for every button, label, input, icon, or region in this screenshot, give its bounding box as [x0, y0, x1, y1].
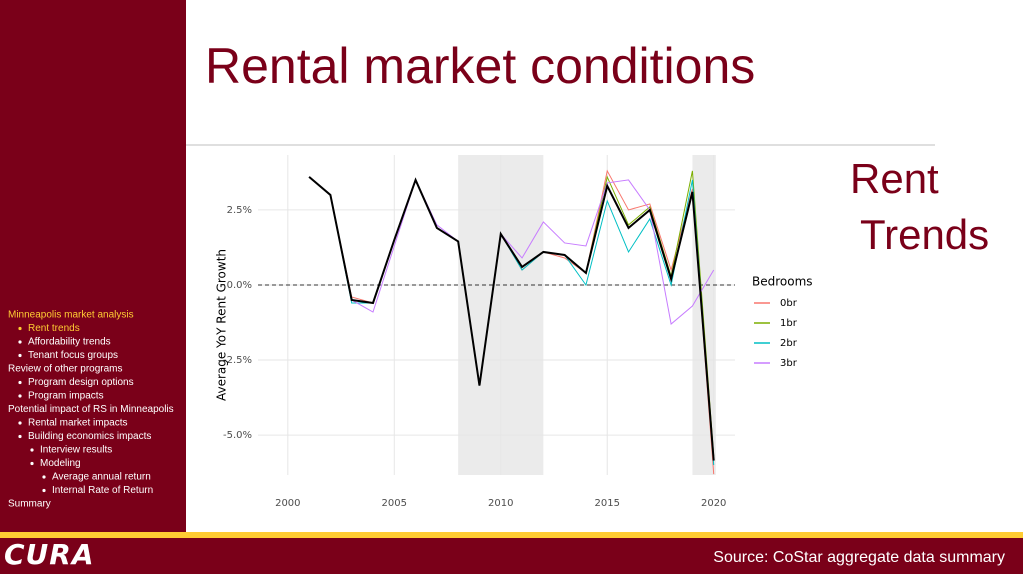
logo: CURA: [4, 538, 95, 571]
x-tick-label: 2005: [382, 498, 407, 509]
nav-item: Interview results: [40, 445, 112, 456]
nav-item: Program design options: [28, 377, 134, 388]
nav-item: Potential impact of RS in Minneapolis: [8, 404, 174, 415]
footer-stripe: [0, 532, 1023, 538]
nav-item: Rental market impacts: [28, 418, 127, 429]
source: Source: CoStar aggregate data summary: [713, 549, 1005, 566]
y-tick-label: -2.5%: [223, 355, 252, 366]
chart: -5.0% -2.5% 0.0% 2.5% 2000 2005 2010 2015 2020 Av…: [215, 155, 813, 509]
series-line: [308, 176, 715, 386]
y-axis-label: Average YoY Rent Growth: [215, 249, 229, 401]
footer: [0, 538, 1023, 574]
sidebar-nav: Minneapolis market analysis Rent trends Af…: [8, 310, 174, 510]
nav-item: Modeling: [40, 458, 81, 469]
nav-item: Average annual return: [52, 472, 151, 483]
x-tick-label: 2010: [488, 498, 513, 509]
x-tick-label: 2015: [595, 498, 620, 509]
nav-item: Summary: [8, 499, 51, 510]
y-tick-label: -5.0%: [223, 430, 252, 441]
legend-title: Bedrooms: [752, 275, 813, 289]
legend-label: 1br: [780, 318, 798, 329]
y-tick-label: 0.0%: [227, 280, 252, 291]
slide-subtitle: Rent Trends: [850, 155, 989, 258]
x-tick-label: 2020: [701, 498, 726, 509]
nav-item: Minneapolis market analysis: [8, 310, 134, 321]
slide-title: Rental market conditions: [205, 38, 755, 94]
nav-bullet: [18, 434, 22, 439]
x-tick-label: 2000: [275, 498, 300, 509]
nav-bullet: [18, 326, 22, 331]
nav-bullet: [42, 488, 46, 493]
nav-bullet: [18, 340, 22, 344]
nav-bullet: [18, 421, 22, 425]
nav-item: Internal Rate of Return: [52, 485, 153, 496]
nav-bullet: [30, 461, 34, 466]
nav-item: Building economics impacts: [28, 431, 151, 442]
y-tick-label: 2.5%: [227, 205, 252, 216]
nav-item: Rent trends: [28, 323, 80, 334]
nav-bullet: [18, 380, 22, 385]
legend-label: 3br: [780, 358, 798, 369]
series-line: [308, 176, 715, 461]
nav-item: Tenant focus groups: [28, 350, 118, 361]
nav-bullet: [18, 353, 22, 358]
legend-label: 0br: [780, 298, 798, 309]
nav-bullet: [42, 475, 46, 479]
sidebar: [0, 0, 186, 532]
nav-bullet: [18, 394, 22, 398]
nav-item: Review of other programs: [8, 364, 123, 375]
legend-label: 2br: [780, 338, 798, 349]
nav-item: Program impacts: [28, 391, 104, 402]
nav-item: Affordability trends: [28, 337, 111, 348]
shaded-region: [692, 155, 716, 475]
nav-bullet: [30, 448, 34, 452]
